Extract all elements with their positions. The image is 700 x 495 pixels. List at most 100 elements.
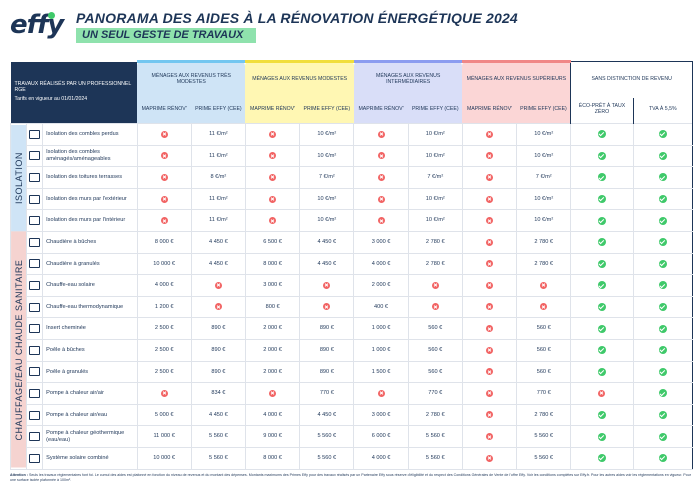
not-eligible-cell — [353, 382, 409, 405]
geothermal-heat-pump-icon — [29, 432, 41, 442]
eligible-cell — [570, 187, 634, 211]
check-icon — [597, 324, 606, 333]
amount-value: 1 000 € — [371, 347, 391, 354]
eligible-cell — [570, 252, 634, 276]
column-header: MAPRIME RÉNOV' — [462, 97, 517, 124]
amount-value: 10 000 € — [153, 260, 176, 267]
amount-cell: 2 780 € — [516, 252, 572, 276]
amount-cell: 10 €/m² — [407, 209, 463, 232]
amount-value: 5 560 € — [534, 454, 554, 461]
amount-value: 834 € — [211, 390, 226, 397]
amount-value: 770 € — [428, 390, 443, 397]
amount-value: 3 000 € — [371, 411, 391, 418]
row-label: Isolation des combles aménagés/aménageab… — [42, 144, 138, 168]
amount-value: 890 € — [211, 347, 226, 354]
column-header: MAPRIME RÉNOV' — [353, 97, 409, 124]
row-label: Isolation des murs par l'intérieur — [42, 209, 138, 232]
amount-value: 770 € — [536, 390, 551, 397]
amount-value: 4 450 € — [317, 411, 337, 418]
row-label: Pompe à chaleur air/air — [42, 382, 138, 405]
check-icon — [658, 303, 667, 312]
not-eligible-cell — [190, 274, 246, 297]
row-icon-cell — [26, 360, 44, 384]
eligible-cell — [632, 166, 694, 189]
effy-logo: effy — [10, 10, 64, 40]
amount-value: 11 €/m² — [209, 131, 228, 138]
amount-value: 10 €/m² — [425, 131, 445, 138]
cross-icon — [485, 281, 493, 289]
not-eligible-cell — [461, 338, 518, 362]
cross-icon — [485, 217, 493, 225]
eligible-cell — [570, 230, 634, 254]
cross-icon — [485, 346, 493, 354]
amount-cell: 770 € — [407, 382, 463, 405]
eligible-cell — [570, 360, 634, 384]
amount-value: 4 450 € — [317, 239, 337, 246]
amount-cell: 11 €/m² — [190, 123, 246, 146]
amount-cell: 890 € — [299, 360, 355, 384]
cross-icon — [485, 454, 493, 462]
check-icon — [658, 259, 667, 268]
check-icon — [658, 346, 667, 355]
amount-cell: 560 € — [516, 360, 572, 384]
amount-cell: 770 € — [516, 382, 572, 405]
amount-cell: 8 €/m² — [190, 166, 246, 189]
row-label: Chauffe-eau thermodynamique — [42, 295, 138, 319]
amount-value: 560 € — [536, 325, 551, 332]
cross-icon — [323, 303, 331, 311]
amount-cell: 4 450 € — [190, 230, 246, 254]
row-label: Système solaire combiné — [42, 446, 138, 470]
amount-cell: 4 000 € — [353, 446, 409, 470]
cross-icon — [377, 217, 385, 225]
cross-icon — [160, 173, 168, 181]
amount-cell: 2 500 € — [136, 317, 192, 340]
eligible-cell — [632, 425, 694, 448]
amount-cell: 5 000 € — [136, 403, 192, 427]
table-row: Chauffe-eau solaire 4 000 € 3 000 € 2 000 € — [11, 274, 694, 297]
eligible-cell — [570, 144, 634, 168]
eligible-cell — [632, 274, 694, 297]
amount-value: 11 €/m² — [209, 217, 228, 224]
check-icon — [658, 367, 667, 376]
not-eligible-cell — [461, 317, 518, 340]
amount-value: 4 450 € — [317, 260, 337, 267]
amount-value: 10 €/m² — [534, 195, 554, 202]
check-icon — [658, 238, 667, 247]
row-icon-cell — [26, 295, 44, 319]
not-eligible-cell — [461, 123, 518, 146]
not-eligible-cell — [407, 295, 463, 319]
cross-icon — [160, 130, 168, 138]
amount-cell: 4 450 € — [299, 252, 355, 276]
check-icon — [658, 411, 667, 420]
check-icon — [658, 173, 667, 182]
amount-cell: 5 560 € — [299, 425, 355, 448]
amount-cell: 2 500 € — [136, 338, 192, 362]
amount-value: 3 000 € — [371, 239, 391, 246]
group-header-sans-distinction: SANS DISTINCTION DE REVENU — [570, 61, 693, 98]
exterior-wall-icon — [29, 194, 41, 204]
check-icon — [597, 454, 606, 463]
amount-value: 1 200 € — [154, 303, 174, 310]
cross-icon — [485, 130, 493, 138]
not-eligible-cell — [461, 425, 518, 448]
amount-value: 10 €/m² — [534, 152, 554, 159]
amount-cell: 2 000 € — [244, 317, 301, 340]
not-eligible-cell — [136, 187, 192, 211]
check-icon — [658, 454, 667, 463]
not-eligible-cell — [136, 166, 192, 189]
amount-cell: 10 €/m² — [299, 123, 355, 146]
amount-value: 560 € — [428, 347, 443, 354]
cross-icon — [485, 152, 493, 160]
row-label: Chaudière à granulés — [42, 252, 138, 276]
table-row: Chauffe-eau thermodynamique 1 200 € 800 € 4… — [11, 295, 694, 319]
column-header: TVA À 5,5% — [632, 97, 694, 124]
column-header: ÉCO-PRÊT À TAUX ZÉRO — [570, 97, 634, 124]
not-eligible-cell — [136, 209, 192, 232]
cross-icon — [323, 281, 331, 289]
check-icon — [658, 151, 667, 160]
not-eligible-cell — [461, 252, 518, 276]
check-icon — [658, 432, 667, 441]
not-eligible-cell — [461, 209, 518, 232]
amount-value: 560 € — [536, 347, 551, 354]
amount-value: 11 €/m² — [209, 195, 228, 202]
